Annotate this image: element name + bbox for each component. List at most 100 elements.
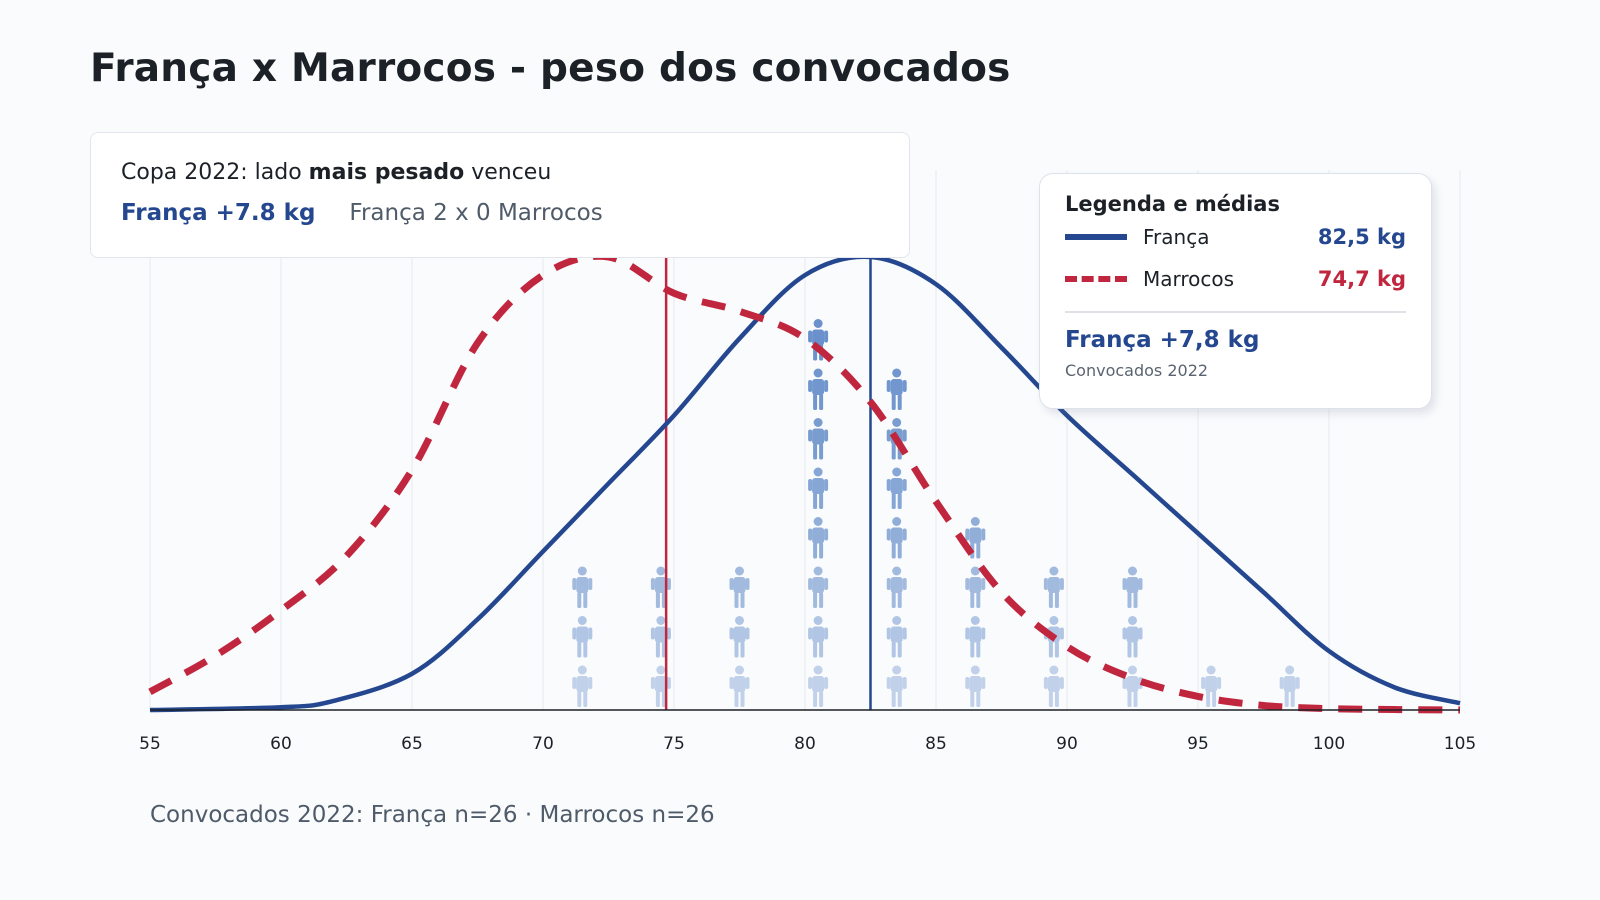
player-icon-head bbox=[892, 566, 902, 576]
player-icon-body bbox=[812, 626, 825, 643]
player-icon-arm bbox=[1138, 578, 1143, 590]
player-icon-leg bbox=[891, 641, 896, 658]
player-icon bbox=[650, 616, 671, 658]
player-icon-leg bbox=[897, 493, 902, 509]
player-icon-body bbox=[1283, 676, 1296, 692]
player-icon-arm bbox=[666, 578, 671, 590]
legend-divider bbox=[1065, 311, 1406, 313]
player-icon-arm bbox=[902, 677, 907, 689]
grid-lines bbox=[149, 170, 1461, 710]
player-icon-arm bbox=[745, 627, 750, 640]
player-icon-leg bbox=[740, 691, 745, 707]
player-icon-head bbox=[970, 517, 980, 526]
player-icon-body bbox=[1126, 626, 1139, 643]
density-curve-marrocos bbox=[148, 252, 1461, 714]
player-icon-leg bbox=[819, 493, 824, 509]
player-icon-arm bbox=[745, 677, 750, 689]
player-icon-arm bbox=[886, 677, 891, 689]
player-icon-head bbox=[892, 517, 902, 526]
player-icon-head bbox=[1049, 566, 1059, 576]
player-icon-arm bbox=[965, 528, 970, 541]
player-icon-leg bbox=[1284, 691, 1289, 707]
player-icon-head bbox=[1285, 665, 1295, 675]
player-icon-arm bbox=[824, 627, 829, 640]
player-icon bbox=[808, 616, 829, 658]
player-icon-head bbox=[813, 566, 823, 576]
player-icon-arm bbox=[808, 627, 813, 640]
player-icon-arm bbox=[902, 578, 907, 590]
player-icon bbox=[886, 566, 907, 608]
player-icon bbox=[808, 665, 829, 707]
player-icon-arm bbox=[981, 677, 986, 689]
player-icon-leg bbox=[819, 641, 824, 658]
player-icon-head bbox=[813, 517, 823, 526]
player-icon-arm bbox=[902, 528, 907, 541]
player-icon-leg bbox=[734, 641, 739, 658]
player-icon-arm bbox=[902, 627, 907, 640]
player-icon-arm bbox=[745, 578, 750, 590]
info-prefix: Copa 2022: lado bbox=[121, 160, 309, 185]
player-icon bbox=[1043, 665, 1064, 707]
x-tick-label: 100 bbox=[1313, 734, 1345, 754]
player-icon-head bbox=[813, 665, 823, 675]
x-tick-label: 60 bbox=[270, 734, 292, 754]
player-icon bbox=[808, 517, 829, 559]
player-icon-leg bbox=[976, 641, 981, 658]
player-icon-body bbox=[969, 626, 982, 643]
player-icon-body bbox=[890, 676, 903, 692]
page-title: França x Marrocos - peso dos convocados bbox=[90, 46, 1011, 91]
player-icon-body bbox=[733, 626, 746, 643]
player-icon-arm bbox=[824, 578, 829, 590]
player-icon-leg bbox=[655, 641, 660, 658]
player-icon bbox=[729, 566, 750, 608]
player-icon-arm bbox=[1043, 677, 1048, 689]
player-icon-head bbox=[970, 566, 980, 576]
player-icon-leg bbox=[734, 592, 739, 608]
player-icon-arm bbox=[1043, 578, 1048, 590]
player-icon-head bbox=[970, 665, 980, 675]
player-icon-leg bbox=[1048, 641, 1053, 658]
player-icon-body bbox=[969, 527, 982, 544]
player-icon-leg bbox=[1127, 592, 1132, 608]
player-icon-leg bbox=[813, 592, 818, 608]
player-icon-arm bbox=[902, 380, 907, 392]
player-icon-head bbox=[892, 616, 902, 625]
player-icon-leg bbox=[819, 443, 824, 460]
player-icon-leg bbox=[1054, 691, 1059, 707]
player-icon-leg bbox=[1206, 691, 1211, 707]
player-icon-body bbox=[576, 676, 589, 692]
player-icon bbox=[886, 517, 907, 559]
player-icon-leg bbox=[583, 691, 588, 707]
player-icon-arm bbox=[572, 677, 577, 689]
player-icon-arm bbox=[965, 677, 970, 689]
player-icon-arm bbox=[729, 677, 734, 689]
player-icon-leg bbox=[740, 592, 745, 608]
player-icon-leg bbox=[976, 592, 981, 608]
player-icon-leg bbox=[655, 592, 660, 608]
player-icon-arm bbox=[886, 479, 891, 491]
player-icon-arm bbox=[1059, 578, 1064, 590]
player-icon bbox=[1122, 665, 1143, 707]
x-tick-label: 85 bbox=[925, 734, 947, 754]
player-icon-body bbox=[812, 478, 825, 494]
player-icon-body bbox=[576, 626, 589, 643]
player-icon bbox=[1122, 616, 1143, 658]
player-icon-head bbox=[577, 665, 587, 675]
player-icon-body bbox=[1047, 676, 1060, 692]
player-icon-arm bbox=[965, 627, 970, 640]
player-icon bbox=[650, 566, 671, 608]
player-icon-arm bbox=[808, 677, 813, 689]
x-tick-label: 55 bbox=[139, 734, 161, 754]
player-icon-arm bbox=[886, 528, 891, 541]
density-curve-franca bbox=[149, 254, 1461, 713]
player-icon-body bbox=[890, 478, 903, 494]
x-tick-label: 95 bbox=[1187, 734, 1209, 754]
player-icon-arm bbox=[981, 528, 986, 541]
player-icon-arm bbox=[902, 479, 907, 491]
player-icon-leg bbox=[813, 493, 818, 509]
player-icon-leg bbox=[891, 394, 896, 410]
player-icon-arm bbox=[588, 677, 593, 689]
player-icon-arm bbox=[588, 627, 593, 640]
player-icon-arm bbox=[808, 578, 813, 590]
player-icon-arm bbox=[1201, 677, 1206, 689]
